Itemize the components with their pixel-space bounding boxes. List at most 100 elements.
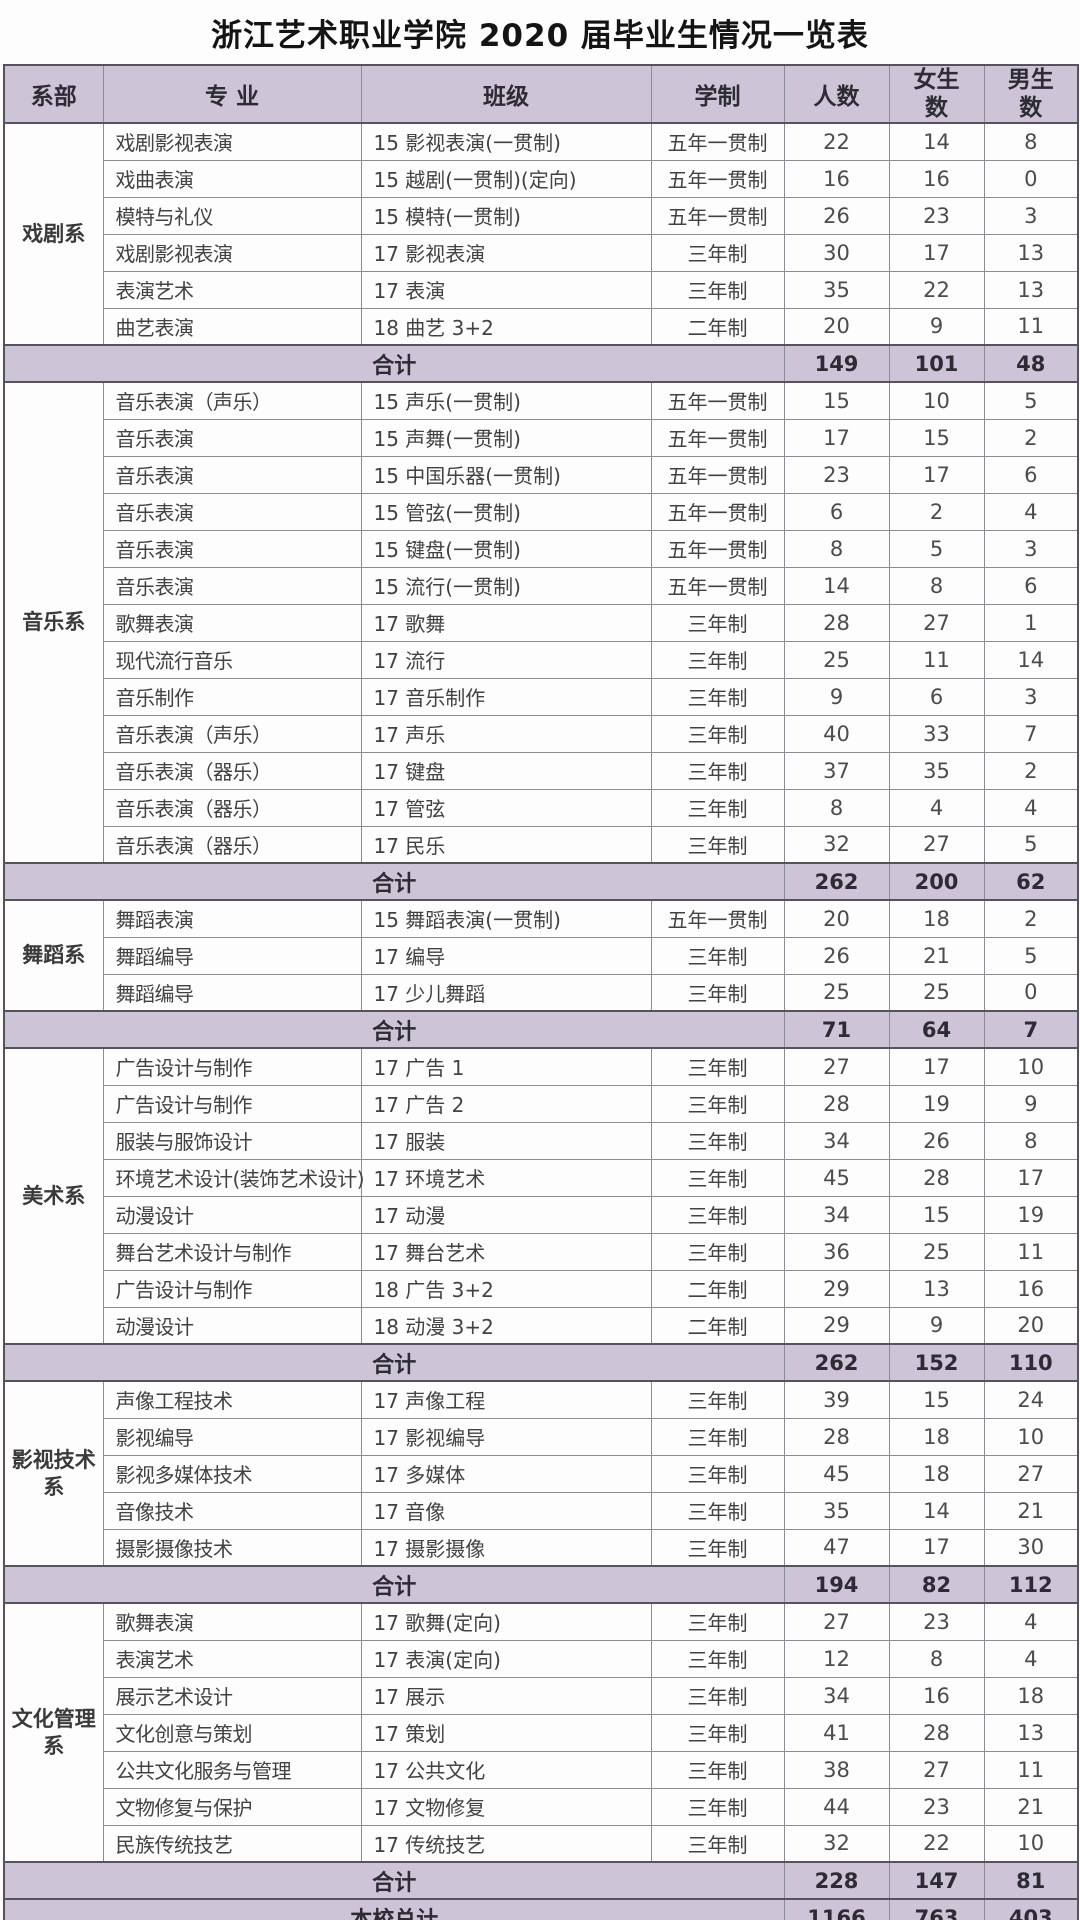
table-row: 戏剧影视表演 17 影视表演 三年制 30 17 13 xyxy=(4,233,1079,272)
table-row: 音乐表演（器乐） 17 民乐 三年制 32 27 5 xyxy=(4,825,1079,864)
class-cell: 15 管弦(一贯制) xyxy=(360,492,652,531)
table-row: 歌舞表演 17 歌舞 三年制 28 27 1 xyxy=(4,603,1079,642)
major-cell: 公共文化服务与管理 xyxy=(102,1750,362,1789)
table-row: 服装与服饰设计 17 服装 三年制 34 26 8 xyxy=(4,1121,1079,1160)
major-cell: 音乐表演（声乐） xyxy=(102,714,362,753)
major-cell: 环境艺术设计(装饰艺术设计) xyxy=(102,1158,365,1197)
duration-cell: 五年一贯制 xyxy=(650,492,785,531)
subtotal-row: 合计 194 82 112 xyxy=(3,1565,1079,1605)
total-cell: 34 xyxy=(783,1676,890,1715)
table-row: 表演艺术 17 表演(定向) 三年制 12 8 4 xyxy=(4,1639,1079,1678)
female-count-cell: 22 xyxy=(888,1824,985,1863)
female-count-cell: 2 xyxy=(888,492,985,531)
major-cell: 动漫设计 xyxy=(102,1195,362,1234)
male-count-cell: 14 xyxy=(983,640,1079,679)
female-count-cell: 4 xyxy=(888,788,985,827)
table-row: 舞蹈系 舞蹈表演 15 舞蹈表演(一贯制) 五年一贯制 20 18 2 xyxy=(3,899,1079,1012)
subtotal-male-cell: 62 xyxy=(983,862,1079,902)
total-cell: 34 xyxy=(783,1121,890,1160)
total-cell: 23 xyxy=(783,455,890,494)
total-cell: 8 xyxy=(783,788,890,827)
male-count-cell: 21 xyxy=(983,1787,1079,1826)
class-cell: 17 表演(定向) xyxy=(360,1639,652,1678)
female-count-cell: 33 xyxy=(888,714,985,753)
female-count-cell: 25 xyxy=(888,973,985,1012)
female-count-cell: 19 xyxy=(888,1084,985,1123)
grand-total-total-cell: 1166 xyxy=(783,1898,890,1920)
subtotal-total-cell: 228 xyxy=(783,1861,890,1901)
class-cell: 17 广告 1 xyxy=(360,1047,652,1086)
header-major: 专 业 xyxy=(102,64,362,125)
female-count-cell: 21 xyxy=(888,936,985,975)
male-count-cell: 4 xyxy=(983,1639,1079,1678)
major-cell: 舞蹈编导 xyxy=(102,936,362,975)
table-row: 音乐表演（声乐） 17 声乐 三年制 40 33 7 xyxy=(4,714,1079,753)
subtotal-total-cell: 149 xyxy=(783,344,890,384)
major-cell: 舞蹈编导 xyxy=(102,973,362,1012)
department-cell: 音乐系 xyxy=(3,381,104,864)
major-cell: 歌舞表演 xyxy=(102,1602,362,1641)
female-count-cell: 23 xyxy=(888,1787,985,1826)
department-cell: 文化管理系 xyxy=(3,1602,104,1863)
male-count-cell: 6 xyxy=(983,455,1079,494)
class-cell: 17 声像工程 xyxy=(360,1380,652,1419)
subtotal-row: 合计 149 101 48 xyxy=(3,344,1079,384)
subtotal-row: 合计 262 152 110 xyxy=(3,1343,1079,1383)
major-cell: 音乐表演（器乐） xyxy=(102,751,362,790)
male-count-cell: 11 xyxy=(983,307,1079,346)
table-row: 美术系 广告设计与制作 17 广告 1 三年制 27 17 10 xyxy=(3,1047,1079,1345)
subtotal-total-cell: 194 xyxy=(783,1565,890,1605)
subtotal-male-cell: 48 xyxy=(983,344,1079,384)
female-count-cell: 8 xyxy=(888,566,985,605)
major-cell: 戏剧影视表演 xyxy=(102,233,362,272)
total-cell: 28 xyxy=(783,1084,890,1123)
total-cell: 47 xyxy=(783,1528,890,1567)
female-count-cell: 17 xyxy=(888,233,985,272)
class-cell: 15 影视表演(一贯制) xyxy=(360,122,652,161)
class-cell: 17 流行 xyxy=(360,640,652,679)
class-cell: 17 音乐制作 xyxy=(360,677,652,716)
class-cell: 15 中国乐器(一贯制) xyxy=(360,455,652,494)
duration-cell: 三年制 xyxy=(650,973,785,1012)
class-cell: 17 歌舞 xyxy=(360,603,652,642)
class-cell: 17 广告 2 xyxy=(360,1084,652,1123)
duration-cell: 三年制 xyxy=(650,825,785,864)
male-count-cell: 4 xyxy=(983,788,1079,827)
male-count-cell: 19 xyxy=(983,1195,1079,1234)
female-count-cell: 9 xyxy=(888,1306,985,1345)
table-row: 现代流行音乐 17 流行 三年制 25 11 14 xyxy=(4,640,1079,679)
female-count-cell: 27 xyxy=(888,1750,985,1789)
table-row: 音乐表演 15 中国乐器(一贯制) 五年一贯制 23 17 6 xyxy=(4,455,1079,494)
class-cell: 17 文物修复 xyxy=(360,1787,652,1826)
male-count-cell: 24 xyxy=(983,1380,1079,1419)
female-count-cell: 17 xyxy=(888,455,985,494)
major-cell: 文化创意与策划 xyxy=(102,1713,362,1752)
total-cell: 35 xyxy=(783,1491,890,1530)
table-row: 音像技术 17 音像 三年制 35 14 21 xyxy=(4,1491,1079,1530)
class-cell: 18 广告 3+2 xyxy=(360,1269,652,1308)
total-cell: 17 xyxy=(783,418,890,457)
female-count-cell: 27 xyxy=(888,825,985,864)
table-row: 文化管理系 歌舞表演 17 歌舞(定向) 三年制 27 23 4 xyxy=(3,1602,1079,1863)
total-cell: 41 xyxy=(783,1713,890,1752)
table-row: 音乐系 音乐表演（声乐） 15 声乐(一贯制) 五年一贯制 15 10 5 xyxy=(3,381,1079,864)
major-cell: 音乐制作 xyxy=(102,677,362,716)
class-cell: 17 声乐 xyxy=(360,714,652,753)
male-count-cell: 1 xyxy=(983,603,1079,642)
table-row: 影视编导 17 影视编导 三年制 28 18 10 xyxy=(4,1417,1079,1456)
female-count-cell: 25 xyxy=(888,1232,985,1271)
male-count-cell: 5 xyxy=(983,936,1079,975)
grand-total-label: 本校总计 xyxy=(3,1898,785,1920)
male-count-cell: 17 xyxy=(983,1158,1079,1197)
table-row: 环境艺术设计(装饰艺术设计) 17 环境艺术 三年制 45 28 17 xyxy=(4,1158,1079,1197)
total-cell: 44 xyxy=(783,1787,890,1826)
duration-cell: 三年制 xyxy=(650,1491,785,1530)
female-count-cell: 23 xyxy=(888,196,985,235)
duration-cell: 三年制 xyxy=(650,1047,785,1086)
subtotal-label: 合计 xyxy=(3,1010,785,1050)
total-cell: 22 xyxy=(783,122,890,161)
total-cell: 28 xyxy=(783,1417,890,1456)
major-cell: 展示艺术设计 xyxy=(102,1676,362,1715)
table-header: 系部 专 业 班级 学制 人数 女生数 男生数 xyxy=(3,64,1079,125)
total-cell: 36 xyxy=(783,1232,890,1271)
